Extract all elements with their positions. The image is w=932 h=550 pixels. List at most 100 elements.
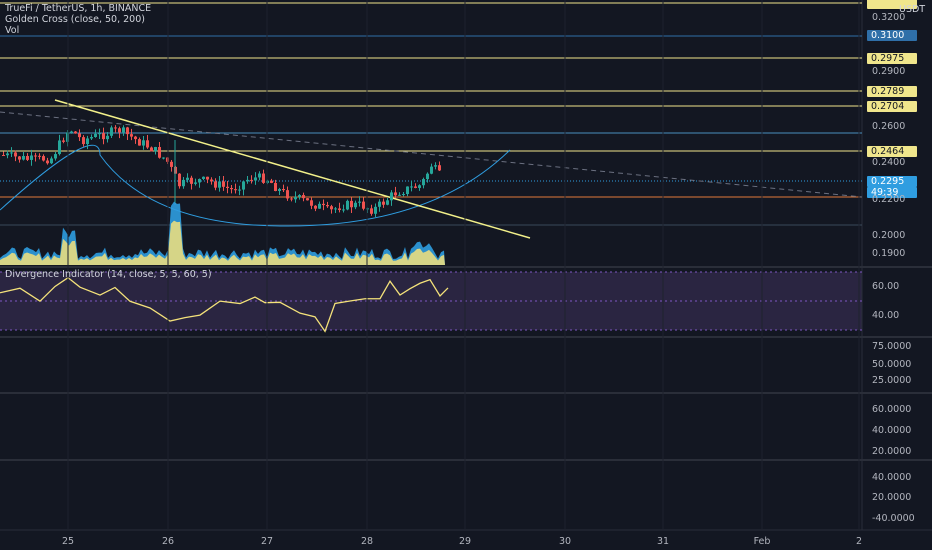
candle-body <box>274 182 277 191</box>
candle-body <box>202 176 205 179</box>
candle-body <box>6 153 9 156</box>
level-tag-2975: 0.2975 <box>867 53 917 64</box>
time-gridlines <box>67 0 860 530</box>
candle-body <box>226 186 229 188</box>
candle-body <box>74 131 77 134</box>
candle-body <box>82 137 85 145</box>
candle-body <box>46 160 49 164</box>
candle-body <box>70 131 73 133</box>
pane4-tick: 20.0000 <box>872 446 912 457</box>
pane5-tick: 40.0000 <box>872 472 912 483</box>
candle-body <box>310 200 313 206</box>
candle-body <box>182 179 185 187</box>
candle-body <box>2 155 5 156</box>
candle-body <box>342 209 345 211</box>
candle-body <box>382 201 385 205</box>
divergence-title[interactable]: Divergence Indicator (14, close, 5, 5, 6… <box>5 269 212 280</box>
volume-area-yellow <box>0 220 445 265</box>
candle-body <box>34 155 37 157</box>
price-tick: 0.2200 <box>872 194 906 205</box>
time-label: 29 <box>458 536 472 547</box>
candle-body <box>110 127 113 136</box>
price-tick: 0.2000 <box>872 230 906 241</box>
divergence-tick: 60.00 <box>872 281 900 292</box>
symbol-title[interactable]: TrueFi / TetherUS, 1h, BINANCE <box>5 3 152 14</box>
candle-body <box>254 177 257 181</box>
candle-body <box>106 135 109 140</box>
candle-body <box>262 173 265 183</box>
candle-body <box>90 137 93 139</box>
candle-body <box>270 180 273 183</box>
candle-body <box>378 201 381 207</box>
candle-body <box>186 177 189 180</box>
candle-body <box>222 181 225 187</box>
price-tick-tag: 0.3100 <box>867 30 917 41</box>
candle-body <box>286 190 289 199</box>
candle-body <box>318 203 321 209</box>
candle-body <box>154 147 157 152</box>
candle-body <box>334 208 337 210</box>
time-label: 25 <box>61 536 75 547</box>
pane3-tick: 50.0000 <box>872 359 912 370</box>
time-label: 2 <box>855 536 863 547</box>
candle-body <box>298 195 301 197</box>
candle-body <box>62 140 65 142</box>
candle-body <box>422 179 425 186</box>
rounding-bottom-arc <box>0 144 511 227</box>
descending-trendline <box>54 99 531 239</box>
time-label: 31 <box>656 536 670 547</box>
candle-body <box>346 200 349 210</box>
pane4-tick: 60.0000 <box>872 404 912 415</box>
price-tick: 0.3200 <box>872 12 906 23</box>
price-tick: 0.2400 <box>872 157 906 168</box>
candle-body <box>326 205 329 207</box>
indicator-title[interactable]: Golden Cross (close, 50, 200) <box>5 14 145 25</box>
candle-body <box>322 203 325 206</box>
candle-body <box>102 133 105 140</box>
pane5-tick: -40.0000 <box>872 513 915 524</box>
candle-body <box>150 147 153 152</box>
candle-body <box>86 138 89 145</box>
candle-body <box>210 179 213 182</box>
price-tick: 0.1900 <box>872 248 906 259</box>
candle-body <box>418 185 421 188</box>
candle-body <box>294 196 297 200</box>
candlestick-series <box>2 125 441 218</box>
candle-body <box>114 127 117 129</box>
pane3-tick: 25.0000 <box>872 375 912 386</box>
candle-body <box>230 187 233 190</box>
candle-body <box>234 189 237 191</box>
candle-body <box>402 194 405 196</box>
currency-label: USDT <box>899 4 926 15</box>
candle-body <box>138 139 141 146</box>
candle-body <box>302 195 305 199</box>
candle-body <box>394 192 397 196</box>
candle-body <box>170 161 173 167</box>
candle-body <box>250 179 253 181</box>
candle-body <box>22 156 25 160</box>
candle-body <box>426 173 429 180</box>
candle-body <box>410 186 413 188</box>
candle-body <box>122 127 125 133</box>
candle-body <box>214 181 217 188</box>
candle-body <box>390 192 393 201</box>
candle-body <box>242 181 245 190</box>
level-tag-2464: 0.2464 <box>867 146 917 157</box>
projection-dashed-line <box>0 111 863 198</box>
candle-body <box>78 133 81 138</box>
pane3-tick: 75.0000 <box>872 341 912 352</box>
candle-body <box>218 181 221 188</box>
pane4-tick: 40.0000 <box>872 425 912 436</box>
candle-body <box>434 165 437 167</box>
candle-body <box>126 127 129 135</box>
candle-body <box>238 189 241 191</box>
candle-body <box>354 202 357 208</box>
countdown-tag: 49:39 <box>867 187 917 198</box>
volume-series <box>0 201 445 265</box>
volume-title[interactable]: Vol <box>5 25 20 36</box>
candle-body <box>142 140 145 146</box>
candle-body <box>94 133 97 138</box>
time-label: Feb <box>753 536 771 547</box>
candle-body <box>350 200 353 208</box>
